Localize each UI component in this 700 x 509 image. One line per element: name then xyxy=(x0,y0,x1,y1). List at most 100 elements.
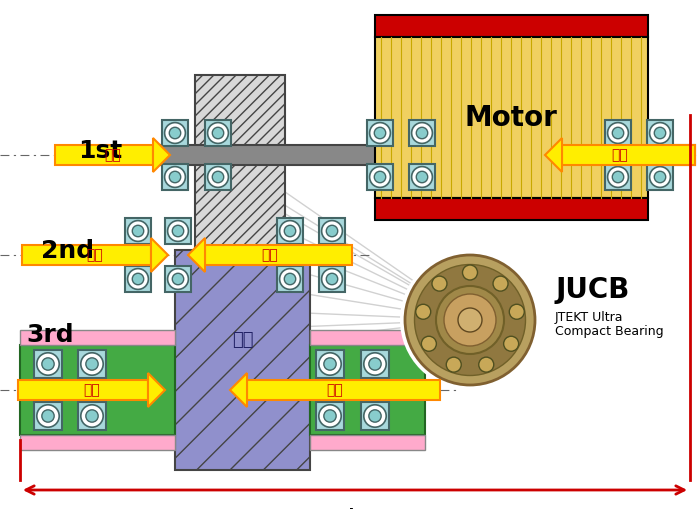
Circle shape xyxy=(405,255,535,385)
Circle shape xyxy=(412,166,433,187)
Circle shape xyxy=(444,294,496,346)
Bar xyxy=(375,15,648,37)
Text: JTEKT Ultra: JTEKT Ultra xyxy=(555,312,624,325)
Circle shape xyxy=(127,269,148,290)
Circle shape xyxy=(169,172,181,183)
Text: Compact Bearing: Compact Bearing xyxy=(555,325,664,338)
Polygon shape xyxy=(153,138,170,172)
Circle shape xyxy=(42,358,54,370)
Circle shape xyxy=(654,172,666,183)
Circle shape xyxy=(172,273,183,285)
Circle shape xyxy=(364,353,386,375)
Circle shape xyxy=(284,273,295,285)
Bar xyxy=(162,164,188,190)
Bar xyxy=(247,380,440,400)
Circle shape xyxy=(608,166,629,187)
Circle shape xyxy=(324,358,336,370)
Bar xyxy=(78,402,106,430)
Bar xyxy=(18,380,148,400)
Circle shape xyxy=(612,172,624,183)
Bar xyxy=(647,164,673,190)
Circle shape xyxy=(369,410,382,422)
Circle shape xyxy=(164,123,186,144)
Bar xyxy=(310,330,425,345)
Circle shape xyxy=(436,286,504,354)
Circle shape xyxy=(370,166,391,187)
Bar xyxy=(316,402,344,430)
Bar xyxy=(125,218,151,244)
Circle shape xyxy=(612,127,624,139)
Circle shape xyxy=(80,405,103,427)
Circle shape xyxy=(447,357,461,372)
Polygon shape xyxy=(545,138,562,172)
Bar xyxy=(34,402,62,430)
Bar xyxy=(361,402,389,430)
Circle shape xyxy=(167,269,188,290)
Circle shape xyxy=(208,166,228,187)
Circle shape xyxy=(503,336,519,351)
Circle shape xyxy=(374,127,386,139)
Polygon shape xyxy=(151,238,168,272)
Circle shape xyxy=(370,123,391,144)
Bar xyxy=(125,266,151,292)
Bar xyxy=(647,120,673,146)
Circle shape xyxy=(479,357,493,372)
Circle shape xyxy=(432,276,447,291)
Circle shape xyxy=(374,172,386,183)
Circle shape xyxy=(369,358,382,370)
Circle shape xyxy=(318,353,341,375)
Bar xyxy=(375,37,648,198)
Bar xyxy=(78,350,106,378)
Text: 短縮: 短縮 xyxy=(104,148,121,162)
Text: 短縮: 短縮 xyxy=(612,148,629,162)
Circle shape xyxy=(169,127,181,139)
Circle shape xyxy=(86,410,98,422)
Circle shape xyxy=(279,220,300,241)
Circle shape xyxy=(212,172,224,183)
Bar xyxy=(367,164,393,190)
Bar xyxy=(55,145,153,165)
Bar xyxy=(195,75,285,360)
Circle shape xyxy=(208,123,228,144)
Circle shape xyxy=(321,269,342,290)
Bar xyxy=(20,345,175,435)
Circle shape xyxy=(132,273,144,285)
Text: 3rd: 3rd xyxy=(26,323,74,347)
Circle shape xyxy=(416,304,430,319)
Bar xyxy=(277,266,303,292)
Circle shape xyxy=(42,410,54,422)
Circle shape xyxy=(164,166,186,187)
Bar xyxy=(175,250,310,470)
Circle shape xyxy=(318,405,341,427)
Bar xyxy=(310,435,425,450)
Circle shape xyxy=(400,250,540,390)
Circle shape xyxy=(416,172,428,183)
Circle shape xyxy=(172,225,183,237)
Bar xyxy=(367,120,393,146)
Bar xyxy=(562,145,695,165)
Text: 2nd: 2nd xyxy=(41,239,94,263)
Bar xyxy=(20,435,175,450)
Bar xyxy=(205,164,231,190)
Circle shape xyxy=(654,127,666,139)
Circle shape xyxy=(412,123,433,144)
Circle shape xyxy=(364,405,386,427)
Text: JUCB: JUCB xyxy=(555,276,629,304)
Circle shape xyxy=(132,225,144,237)
Circle shape xyxy=(421,336,436,351)
Circle shape xyxy=(86,358,98,370)
Circle shape xyxy=(463,265,477,280)
Text: 3軸タイプeAxleユニット長を短縮: 3軸タイプeAxleユニット長を短縮 xyxy=(263,508,447,509)
Circle shape xyxy=(416,127,428,139)
Circle shape xyxy=(510,304,524,319)
Bar xyxy=(316,350,344,378)
Circle shape xyxy=(321,220,342,241)
Circle shape xyxy=(37,353,60,375)
Polygon shape xyxy=(188,238,205,272)
Circle shape xyxy=(326,273,337,285)
Bar xyxy=(34,350,62,378)
Circle shape xyxy=(458,308,482,332)
Circle shape xyxy=(493,276,508,291)
Circle shape xyxy=(212,127,224,139)
Text: 1st: 1st xyxy=(78,139,122,163)
